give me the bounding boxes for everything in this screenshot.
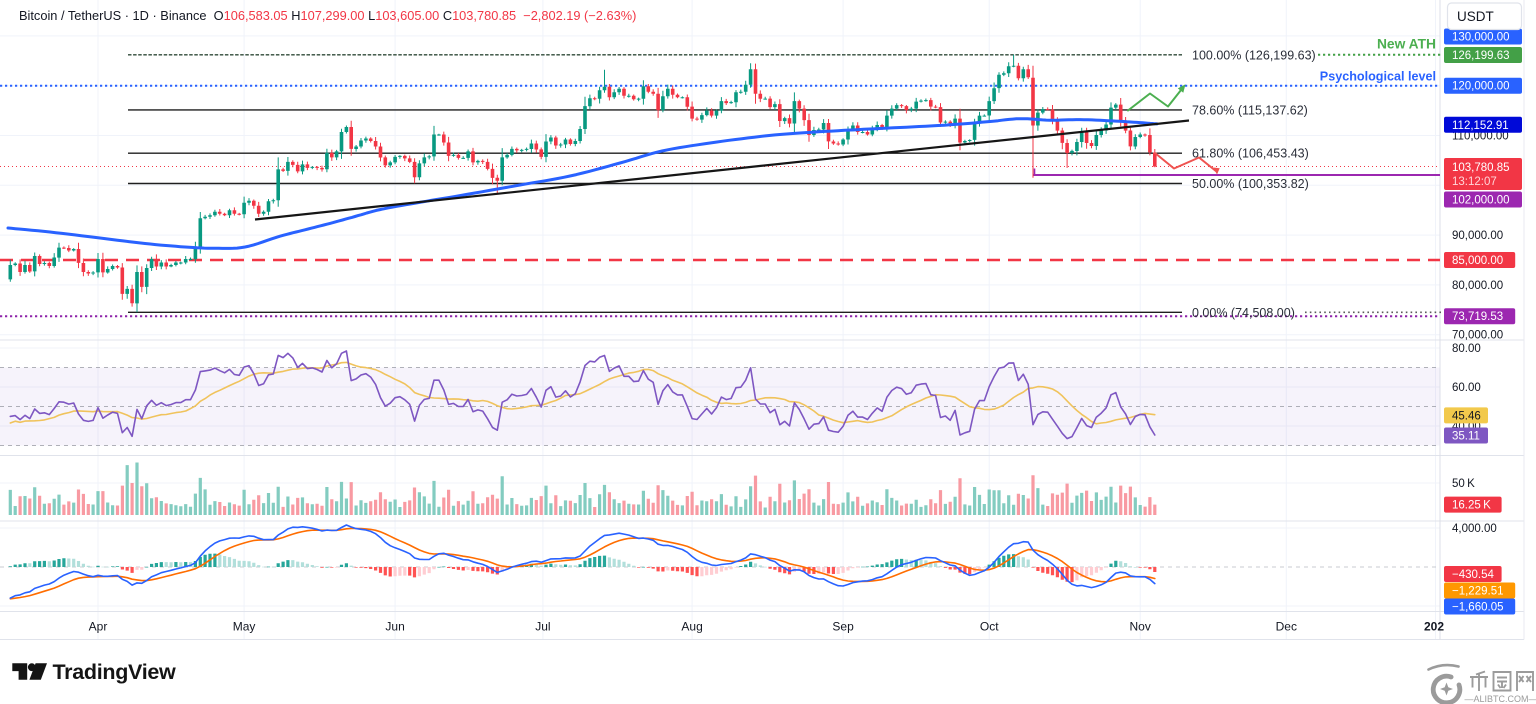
svg-text:16.25 K: 16.25 K (1452, 500, 1491, 512)
svg-text:102,000.00: 102,000.00 (1452, 195, 1510, 207)
svg-text:4,000.00: 4,000.00 (1452, 523, 1497, 535)
svg-text:103,780.85: 103,780.85 (1452, 162, 1510, 174)
svg-text:0.00% (74,508.00): 0.00% (74,508.00) (1192, 306, 1295, 320)
svg-text:Oct: Oct (980, 620, 999, 634)
svg-text:45.46: 45.46 (1452, 410, 1481, 422)
svg-text:50 K: 50 K (1452, 478, 1475, 490)
svg-text:13:12:07: 13:12:07 (1452, 176, 1497, 188)
svg-text:120,000.00: 120,000.00 (1452, 81, 1510, 93)
svg-text:35.11: 35.11 (1452, 431, 1480, 443)
svg-text:60.00: 60.00 (1452, 382, 1481, 394)
svg-text:Jul: Jul (535, 620, 550, 634)
svg-text:70,000.00: 70,000.00 (1452, 330, 1503, 342)
svg-text:78.60% (115,137.62): 78.60% (115,137.62) (1192, 103, 1308, 117)
svg-text:Dec: Dec (1276, 620, 1297, 634)
svg-text:85,000.00: 85,000.00 (1452, 255, 1503, 267)
svg-text:90,000.00: 90,000.00 (1452, 230, 1503, 242)
svg-text:73,719.53: 73,719.53 (1452, 311, 1503, 323)
svg-text:112,152.91: 112,152.91 (1452, 120, 1509, 132)
svg-text:New ATH: New ATH (1377, 37, 1436, 52)
svg-text:100.00% (126,199.63): 100.00% (126,199.63) (1192, 48, 1316, 62)
svg-text:−430.54: −430.54 (1452, 569, 1494, 581)
svg-text:−1,660.05: −1,660.05 (1452, 602, 1503, 614)
svg-text:Psychological level: Psychological level (1320, 70, 1436, 84)
svg-text:Aug: Aug (681, 620, 702, 634)
svg-text:TradingView: TradingView (53, 660, 177, 684)
svg-text:50.00% (100,353.82): 50.00% (100,353.82) (1192, 177, 1309, 191)
svg-text:Nov: Nov (1130, 620, 1151, 634)
svg-text:Jun: Jun (385, 620, 404, 634)
svg-text:202: 202 (1424, 620, 1444, 634)
svg-text:110,000.00: 110,000.00 (1452, 131, 1509, 143)
svg-text:80.00: 80.00 (1452, 343, 1481, 355)
svg-text:Apr: Apr (89, 620, 108, 634)
svg-text:130,000.00: 130,000.00 (1452, 32, 1510, 44)
svg-text:126,199.63: 126,199.63 (1452, 50, 1510, 62)
svg-text:May: May (233, 620, 256, 634)
svg-text:Bitcoin / TetherUS · 1D · Bina: Bitcoin / TetherUS · 1D · Binance O106,5… (19, 8, 636, 23)
svg-text:USDT: USDT (1457, 9, 1494, 24)
svg-text:—ALIBTC.COM—: —ALIBTC.COM— (1464, 694, 1536, 704)
svg-text:Sep: Sep (832, 620, 854, 634)
svg-text:80,000.00: 80,000.00 (1452, 280, 1503, 292)
svg-text:−1,229.51: −1,229.51 (1452, 586, 1503, 598)
svg-text:61.80% (106,453.43): 61.80% (106,453.43) (1192, 147, 1309, 161)
